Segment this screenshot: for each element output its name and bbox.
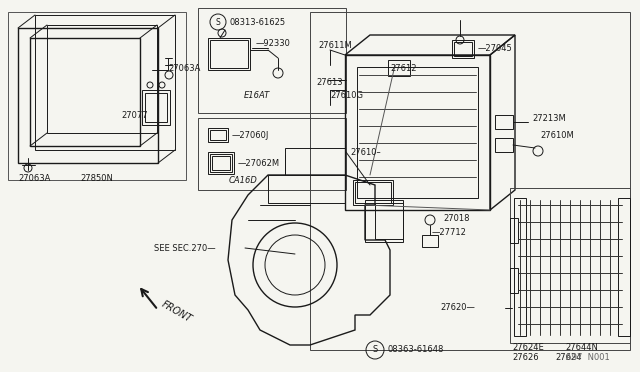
Text: 27063A: 27063A bbox=[168, 64, 200, 73]
Bar bbox=[375, 203, 403, 239]
Bar bbox=[345, 55, 490, 210]
Text: FRONT: FRONT bbox=[160, 299, 194, 325]
Bar bbox=[30, 38, 140, 146]
Text: S: S bbox=[372, 346, 378, 355]
Text: 27610M: 27610M bbox=[540, 131, 573, 140]
Text: —27062M: —27062M bbox=[238, 158, 280, 167]
Bar bbox=[198, 118, 346, 190]
Bar bbox=[510, 188, 630, 343]
Text: 27850N: 27850N bbox=[80, 173, 113, 183]
Bar bbox=[145, 93, 167, 122]
Text: —27045: —27045 bbox=[478, 44, 513, 52]
Text: 27644N: 27644N bbox=[565, 343, 598, 353]
Bar bbox=[495, 115, 513, 129]
Bar bbox=[422, 235, 438, 247]
Bar bbox=[452, 40, 474, 58]
Bar bbox=[208, 152, 234, 174]
Bar bbox=[388, 60, 410, 76]
Bar bbox=[208, 128, 228, 142]
Text: S: S bbox=[216, 17, 220, 26]
Text: A97  N001: A97 N001 bbox=[566, 353, 610, 362]
Text: 27620—: 27620— bbox=[440, 304, 475, 312]
Text: 27624E: 27624E bbox=[512, 343, 544, 353]
Bar bbox=[268, 175, 345, 203]
Text: 27613: 27613 bbox=[316, 77, 342, 87]
Text: 08313-61625: 08313-61625 bbox=[229, 17, 285, 26]
Bar bbox=[142, 90, 170, 125]
Bar bbox=[355, 182, 391, 203]
Text: 27626: 27626 bbox=[512, 353, 539, 362]
Bar bbox=[212, 156, 230, 170]
Bar bbox=[510, 218, 518, 243]
Bar bbox=[357, 67, 478, 198]
Text: 27610–: 27610– bbox=[350, 148, 381, 157]
Text: 27213M: 27213M bbox=[532, 113, 566, 122]
Bar bbox=[365, 200, 403, 242]
Text: 08363-61648: 08363-61648 bbox=[388, 346, 444, 355]
Bar bbox=[454, 42, 472, 56]
Bar bbox=[18, 28, 158, 163]
Bar bbox=[210, 130, 226, 140]
Bar bbox=[210, 154, 232, 172]
Text: 27624: 27624 bbox=[555, 353, 582, 362]
Bar bbox=[198, 8, 346, 113]
Bar bbox=[285, 148, 345, 175]
Text: —27060J: —27060J bbox=[232, 131, 269, 140]
Bar bbox=[8, 12, 186, 180]
Text: 27077: 27077 bbox=[122, 110, 148, 119]
Text: 27063A: 27063A bbox=[18, 173, 51, 183]
Text: 27018: 27018 bbox=[443, 214, 470, 222]
Text: 27611M: 27611M bbox=[318, 41, 352, 49]
Text: 27612: 27612 bbox=[390, 64, 417, 73]
Bar bbox=[210, 40, 248, 68]
Text: —92330: —92330 bbox=[256, 38, 291, 48]
Bar bbox=[353, 180, 393, 205]
Text: CA16D: CA16D bbox=[229, 176, 258, 185]
Text: SEE SEC.270—: SEE SEC.270— bbox=[154, 244, 216, 253]
Bar bbox=[310, 12, 630, 350]
Bar bbox=[495, 138, 513, 152]
Text: 27610G: 27610G bbox=[330, 90, 363, 99]
Text: E16AT: E16AT bbox=[244, 90, 270, 99]
Bar bbox=[618, 198, 630, 336]
Text: —27712: —27712 bbox=[432, 228, 467, 237]
Bar bbox=[35, 15, 175, 150]
Bar bbox=[47, 25, 157, 133]
Bar bbox=[208, 38, 250, 70]
Bar bbox=[510, 268, 518, 293]
Bar bbox=[514, 198, 526, 336]
